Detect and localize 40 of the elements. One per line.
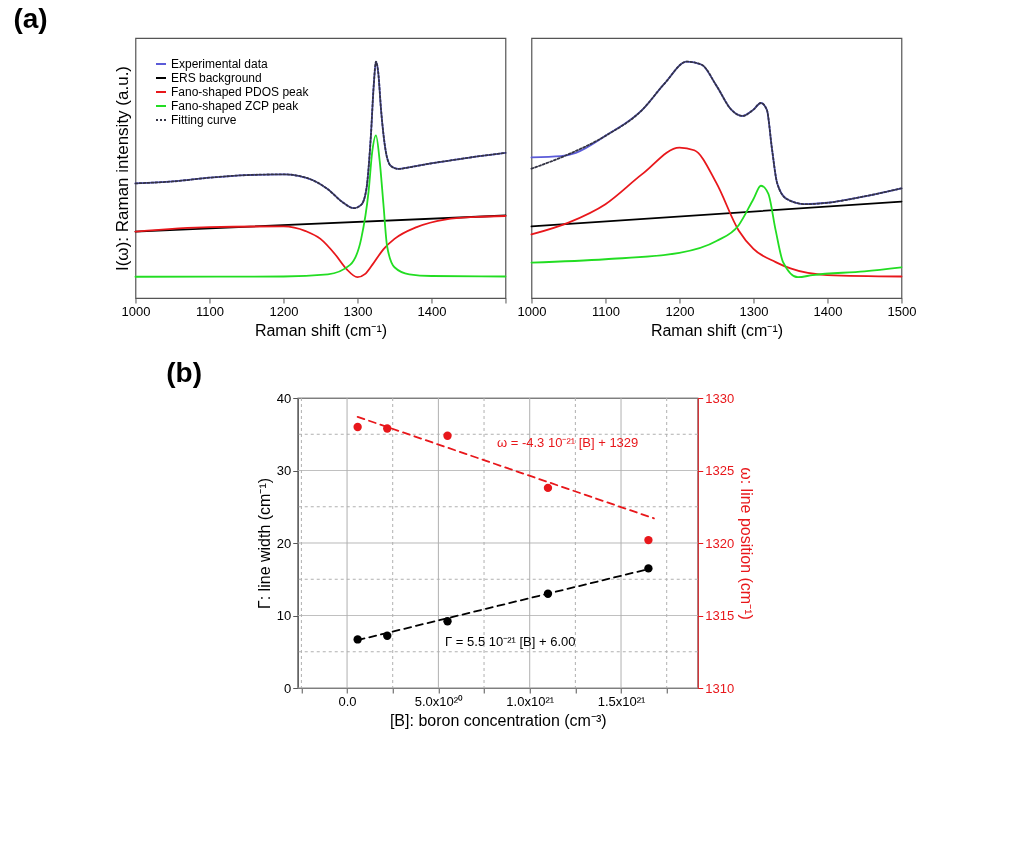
y2-tick-label: 1310 <box>705 680 735 696</box>
y2-tick-label: 1320 <box>705 535 735 551</box>
x-tick-label: 1000 <box>121 303 151 319</box>
y2-tick-label: 1330 <box>705 390 735 406</box>
legend-label: Experimental data <box>171 57 269 71</box>
x-tick-label: 0.0 <box>338 693 357 709</box>
legend-label: Fano-shaped PDOS peak <box>171 85 310 99</box>
x-tick-label: 1200 <box>665 303 695 319</box>
x-tick-label: 1300 <box>739 303 769 319</box>
x-tick-label: 1500 <box>887 303 917 319</box>
y2-axis-title: ω: line position (cm⁻¹) <box>738 467 756 620</box>
x-tick-label: 1.5x10²¹ <box>597 693 647 709</box>
y2-tick-label: 1315 <box>705 608 735 623</box>
x-tick-label: 1300 <box>343 303 373 319</box>
x-tick-label: 1400 <box>813 303 843 319</box>
legend-label: ERS background <box>171 71 262 85</box>
x-tick-label: 5.0x10²⁰ <box>414 693 464 709</box>
y2-tick-label: 1325 <box>705 463 735 478</box>
chart-title: (b) <box>166 357 203 388</box>
x-tick-label: 1100 <box>591 303 620 319</box>
y-axis-title: Γ: line width (cm⁻¹) <box>255 477 273 610</box>
x-tick-label: 1400 <box>417 303 447 319</box>
x-axis-title: Raman shift (cm⁻¹) <box>254 321 388 339</box>
y-tick-label: 0 <box>284 680 292 696</box>
x-tick-label: 1000 <box>517 303 547 319</box>
y-tick-label: 20 <box>276 535 292 551</box>
x-tick-label: 1200 <box>269 303 299 319</box>
x-axis-title: Raman shift (cm⁻¹) <box>650 321 784 339</box>
y-tick-label: 30 <box>276 463 292 478</box>
legend-label: Fano-shaped ZCP peak <box>171 99 300 113</box>
y-tick-label: 40 <box>276 390 292 406</box>
chart-title: (a) <box>13 3 48 34</box>
series-label: ω = -4.3 10⁻²¹ [B] + 1329 <box>496 434 639 450</box>
x-axis-title: [B]: boron concentration (cm⁻³) <box>389 711 607 729</box>
series-label: Γ = 5.5 10⁻²¹ [B] + 6.00 <box>445 634 576 650</box>
y-axis-title: I(ω): Raman intensity (a.u.) <box>112 65 132 272</box>
x-tick-label: 1.0x10²¹ <box>506 693 555 709</box>
legend-label: Fitting curve <box>171 113 237 127</box>
x-tick-label: 1100 <box>195 303 224 319</box>
y-tick-label: 10 <box>276 608 292 623</box>
